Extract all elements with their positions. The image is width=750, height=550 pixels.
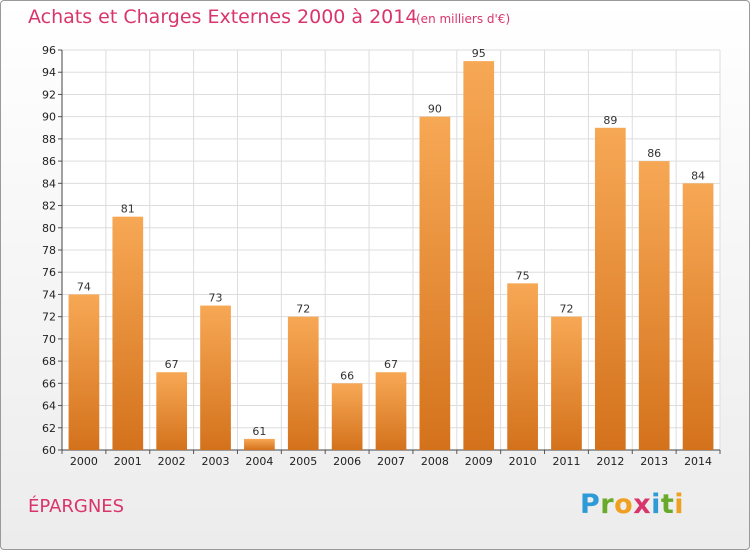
- bar: [375, 372, 407, 450]
- x-tick-label: 2014: [684, 455, 712, 468]
- logo-letter: i: [674, 489, 685, 520]
- data-label: 95: [472, 47, 486, 60]
- bar: [287, 316, 319, 450]
- chart-title: Achats et Charges Externes 2000 à 2014: [28, 6, 418, 28]
- data-label: 66: [340, 369, 354, 382]
- bar: [419, 116, 451, 451]
- y-tick-label: 82: [42, 200, 56, 213]
- logo-letter: i: [651, 489, 661, 520]
- proxiti-logo[interactable]: Proxiti: [580, 489, 684, 520]
- y-tick-label: 92: [42, 88, 56, 101]
- bar: [68, 294, 100, 450]
- y-tick-label: 74: [42, 288, 56, 301]
- data-label: 67: [165, 358, 179, 371]
- data-label: 90: [428, 103, 442, 116]
- data-label: 89: [603, 114, 617, 127]
- data-label: 81: [121, 203, 135, 216]
- y-tick-label: 90: [42, 111, 56, 124]
- bar: [112, 216, 144, 450]
- x-tick-label: 2011: [552, 455, 580, 468]
- y-tick-label: 94: [42, 66, 56, 79]
- bar: [331, 383, 363, 450]
- data-labels: 74 81 67 73 61 72 66 67 90 95 75 72 89 86 84: [77, 47, 705, 438]
- y-tick-label: 70: [42, 333, 56, 346]
- x-tick-label: 2012: [596, 455, 624, 468]
- bar: [244, 438, 275, 450]
- y-tick-label: 88: [42, 133, 56, 146]
- y-tick-label: 68: [42, 355, 56, 368]
- y-tick-label: 64: [42, 400, 56, 413]
- chart-subtitle: (en milliers d'€): [416, 12, 511, 26]
- bar: [507, 283, 538, 450]
- logo-letter: r: [600, 489, 615, 520]
- x-tick-label: 2006: [333, 455, 361, 468]
- bar: [200, 305, 231, 450]
- y-tick-label: 60: [42, 444, 56, 457]
- y-tick-label: 72: [42, 311, 56, 324]
- y-tick-label: 96: [42, 44, 56, 57]
- data-label: 72: [559, 303, 573, 316]
- commune-name: ÉPARGNES: [28, 496, 125, 517]
- data-label: 74: [77, 280, 91, 293]
- data-label: 84: [691, 169, 705, 182]
- logo-letter: t: [660, 489, 675, 520]
- data-label: 86: [647, 147, 661, 160]
- bar: [638, 161, 670, 450]
- data-label: 61: [252, 425, 266, 438]
- y-tick-label: 62: [42, 422, 56, 435]
- bars: [68, 61, 714, 451]
- x-tick-label: 2005: [289, 455, 317, 468]
- x-tick-label: 2013: [640, 455, 668, 468]
- bar: [682, 183, 714, 451]
- x-tick-label: 2007: [377, 455, 405, 468]
- data-label: 75: [516, 269, 530, 282]
- x-tick-label: 2000: [70, 455, 98, 468]
- y-tick-label: 84: [42, 177, 56, 190]
- y-tick-label: 80: [42, 222, 56, 235]
- y-tick-label: 66: [42, 377, 56, 390]
- axes: 60 62 64 66 68 70 72 74 76 78 80 82 84 86 88 90 92 94 96 20…: [42, 44, 721, 468]
- y-tick-label: 76: [42, 266, 56, 279]
- x-tick-label: 2003: [202, 455, 230, 468]
- logo-letter: P: [580, 489, 601, 520]
- bar: [551, 316, 582, 450]
- x-tick-label: 2002: [158, 455, 186, 468]
- logo-letter: o: [614, 489, 634, 520]
- y-tick-label: 78: [42, 244, 56, 257]
- logo-letter: x: [633, 489, 652, 520]
- bar: [463, 61, 495, 450]
- x-tick-label: 2001: [114, 455, 142, 468]
- x-tick-label: 2009: [465, 455, 493, 468]
- data-label: 73: [209, 292, 223, 305]
- data-label: 67: [384, 358, 398, 371]
- x-tick-label: 2004: [245, 455, 273, 468]
- y-tick-label: 86: [42, 155, 56, 168]
- x-tick-label: 2008: [421, 455, 449, 468]
- bar: [156, 372, 188, 450]
- data-label: 72: [296, 303, 310, 316]
- bar: [594, 127, 626, 451]
- x-tick-label: 2010: [509, 455, 537, 468]
